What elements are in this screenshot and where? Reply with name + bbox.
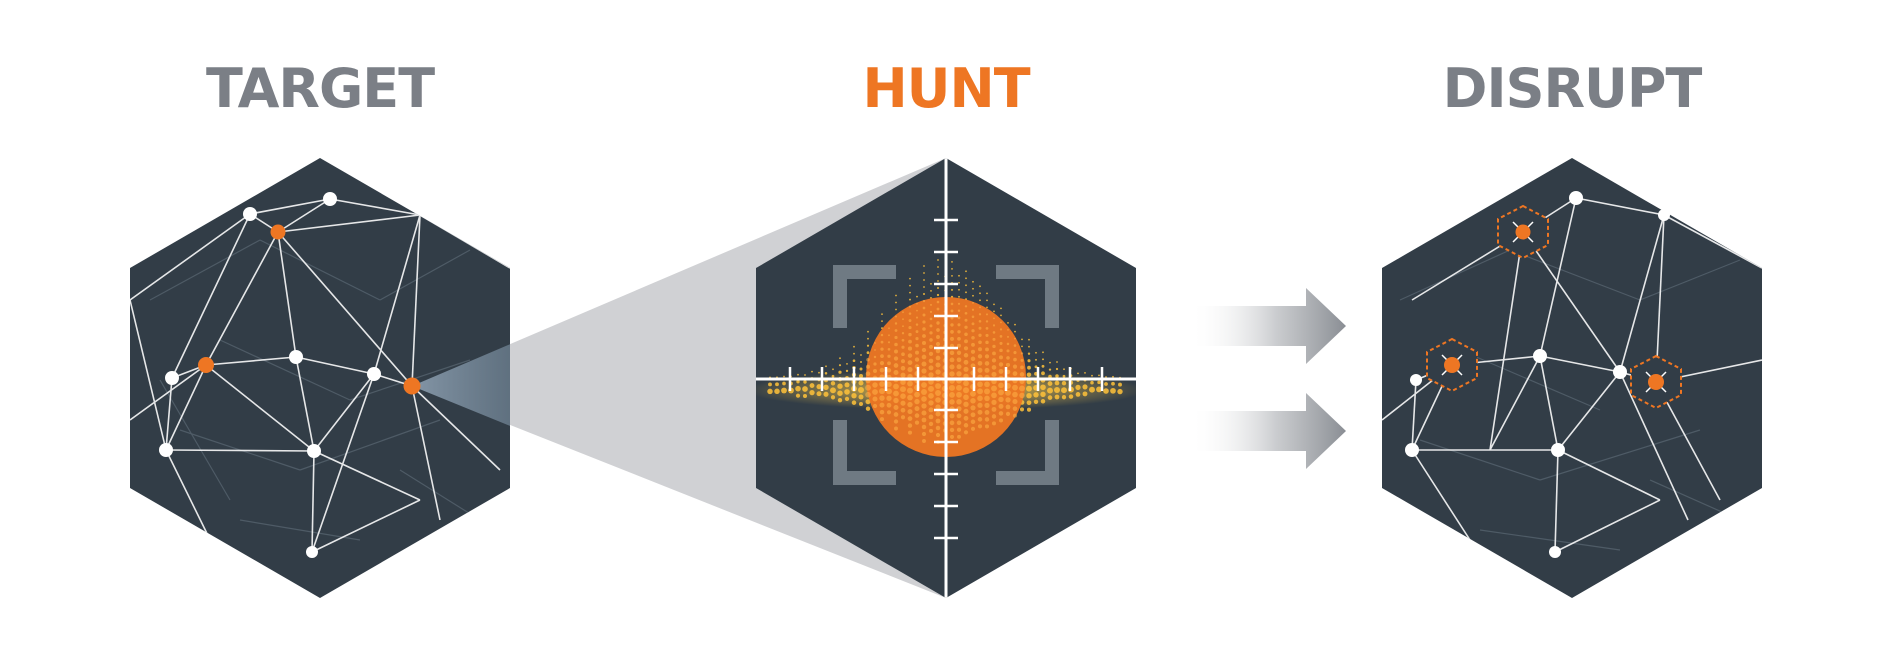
stage-label-disrupt: DISRUPT — [1442, 57, 1703, 120]
disrupt-nodes — [1405, 191, 1670, 558]
crosshair — [756, 158, 1136, 598]
disrupt-hexagon — [1382, 158, 1762, 598]
isolated-threat-top — [1497, 204, 1549, 260]
arrow-lower — [1190, 393, 1346, 469]
crosshair-ticks — [788, 218, 1104, 540]
target-network-lines — [130, 198, 510, 561]
stage-label-target: TARGET — [205, 57, 435, 120]
arrow-upper — [1190, 288, 1346, 364]
hunt-focus-brackets — [833, 265, 1059, 485]
isolated-threat-left — [1426, 337, 1478, 393]
hunt-hexagon — [756, 158, 1136, 598]
disrupt-network-lines — [1382, 197, 1762, 553]
target-beam — [412, 340, 510, 430]
disrupt-faint-network — [1399, 249, 1741, 551]
target-hexagon — [130, 158, 510, 598]
isolated-threat-right — [1630, 354, 1682, 410]
target-nodes — [159, 192, 421, 558]
target-selected-node — [403, 377, 421, 395]
stage-label-hunt: HUNT — [862, 57, 1030, 120]
